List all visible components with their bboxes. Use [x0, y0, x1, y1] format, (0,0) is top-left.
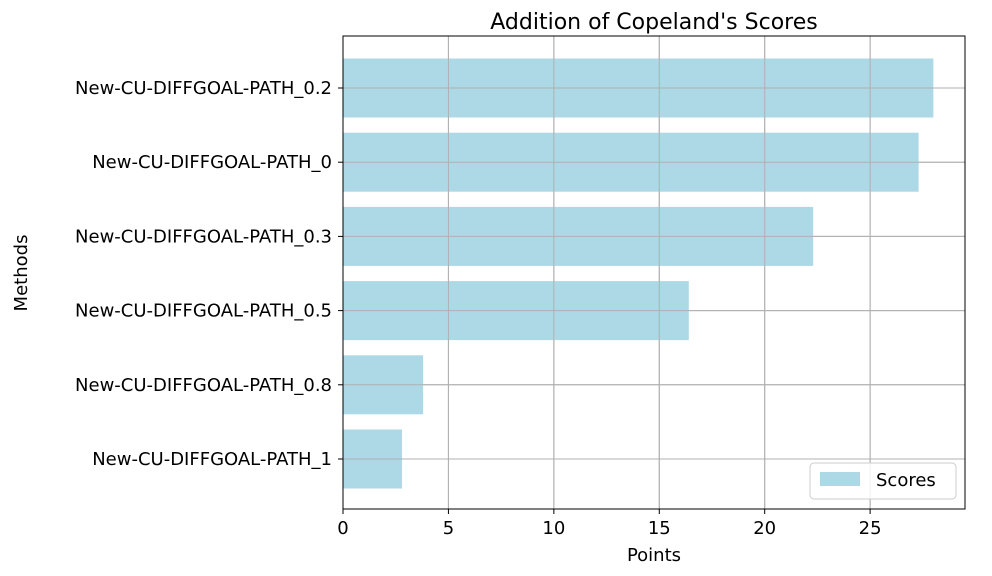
x-tick-label: 10	[542, 518, 565, 539]
y-tick-label: New-CU-DIFFGOAL-PATH_0.8	[75, 375, 332, 396]
y-tick-label: New-CU-DIFFGOAL-PATH_0.3	[75, 226, 332, 247]
legend-swatch	[820, 472, 860, 486]
x-tick-label: 25	[859, 518, 882, 539]
x-tick-label: 5	[443, 518, 454, 539]
x-tick-label: 20	[753, 518, 776, 539]
x-tick-label: 0	[337, 518, 348, 539]
y-axis: New-CU-DIFFGOAL-PATH_0.2 New-CU-DIFFGOAL-…	[75, 78, 343, 470]
plot-frame	[342, 35, 966, 510]
y-tick-label: New-CU-DIFFGOAL-PATH_0.2	[75, 78, 332, 99]
y-tick-label: New-CU-DIFFGOAL-PATH_0	[92, 152, 332, 173]
legend-label: Scores	[876, 470, 936, 491]
x-axis-label: Points	[627, 545, 681, 566]
x-tick-label: 15	[648, 518, 671, 539]
legend: Scores	[809, 462, 957, 500]
y-axis-label: Methods	[11, 235, 32, 312]
y-tick-label: New-CU-DIFFGOAL-PATH_1	[92, 449, 332, 470]
y-tick-label: New-CU-DIFFGOAL-PATH_0.5	[75, 301, 332, 322]
chart-title: Addition of Copeland's Scores	[490, 10, 817, 35]
x-axis: 0 5 10 15 20 25	[337, 509, 882, 539]
